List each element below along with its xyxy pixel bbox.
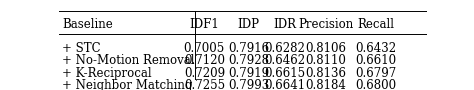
Text: 0.7993: 0.7993	[228, 79, 269, 90]
Text: 0.7928: 0.7928	[228, 54, 269, 67]
Text: 0.7255: 0.7255	[184, 79, 225, 90]
Text: 0.6800: 0.6800	[356, 79, 396, 90]
Text: + K-Reciprocal: + K-Reciprocal	[62, 67, 152, 80]
Text: Recall: Recall	[357, 18, 394, 31]
Text: 0.8110: 0.8110	[305, 54, 346, 67]
Text: 0.6610: 0.6610	[356, 54, 396, 67]
Text: 0.6797: 0.6797	[356, 67, 397, 80]
Text: 0.8106: 0.8106	[305, 42, 346, 55]
Text: 0.7209: 0.7209	[184, 67, 225, 80]
Text: + No-Motion Removal: + No-Motion Removal	[62, 54, 195, 67]
Text: 0.6432: 0.6432	[356, 42, 396, 55]
Text: Precision: Precision	[298, 18, 353, 31]
Text: 0.6282: 0.6282	[265, 42, 306, 55]
Text: 0.6641: 0.6641	[264, 79, 306, 90]
Text: IDF1: IDF1	[190, 18, 219, 31]
Text: 0.6615: 0.6615	[264, 67, 306, 80]
Text: Baseline: Baseline	[62, 18, 113, 31]
Text: IDP: IDP	[237, 18, 259, 31]
Text: 0.8184: 0.8184	[305, 79, 346, 90]
Text: 0.7916: 0.7916	[228, 42, 269, 55]
Text: + STC: + STC	[62, 42, 101, 55]
Text: 0.7120: 0.7120	[184, 54, 225, 67]
Text: 0.8136: 0.8136	[305, 67, 346, 80]
Text: 0.7005: 0.7005	[184, 42, 225, 55]
Text: + Neighbor Matching: + Neighbor Matching	[62, 79, 192, 90]
Text: 0.7919: 0.7919	[228, 67, 269, 80]
Text: 0.6462: 0.6462	[264, 54, 306, 67]
Text: IDR: IDR	[273, 18, 297, 31]
